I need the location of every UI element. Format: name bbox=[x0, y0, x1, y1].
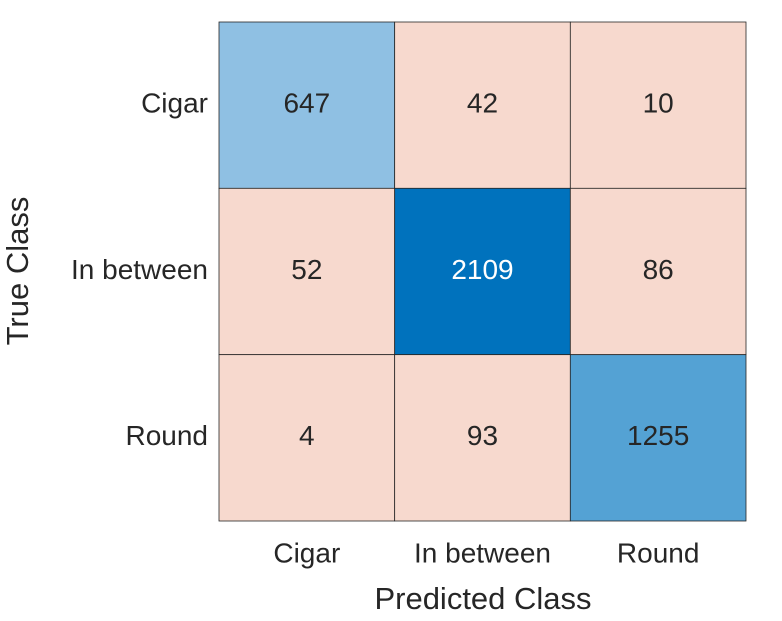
cell-value: 647 bbox=[283, 88, 330, 119]
x-tick-label: In between bbox=[414, 537, 551, 568]
x-tick-label: Cigar bbox=[273, 537, 340, 568]
y-axis-label: True Class bbox=[0, 197, 35, 346]
cell-value: 86 bbox=[643, 254, 674, 285]
y-tick-label: Round bbox=[125, 420, 208, 451]
matrix-cell bbox=[569, 21, 747, 189]
cell-value: 4 bbox=[299, 420, 315, 451]
matrix-cell bbox=[569, 187, 747, 356]
x-axis-label: Predicted Class bbox=[374, 581, 591, 616]
cell-value: 42 bbox=[467, 88, 498, 119]
cell-value: 1255 bbox=[627, 420, 689, 451]
cell-value: 93 bbox=[467, 420, 498, 451]
matrix-cell bbox=[394, 21, 571, 189]
y-tick-label: In between bbox=[71, 254, 208, 285]
x-tick-label: Round bbox=[617, 537, 700, 568]
matrix-cell bbox=[394, 187, 571, 356]
matrix-cell bbox=[218, 187, 396, 356]
cell-value: 2109 bbox=[451, 254, 513, 285]
cell-value: 10 bbox=[643, 88, 674, 119]
cell-value: 52 bbox=[291, 254, 322, 285]
matrix-cell bbox=[218, 21, 396, 189]
matrix-cell bbox=[394, 354, 571, 522]
y-tick-label: Cigar bbox=[141, 88, 208, 119]
matrix-cell bbox=[218, 354, 396, 522]
matrix-cell bbox=[569, 354, 747, 522]
